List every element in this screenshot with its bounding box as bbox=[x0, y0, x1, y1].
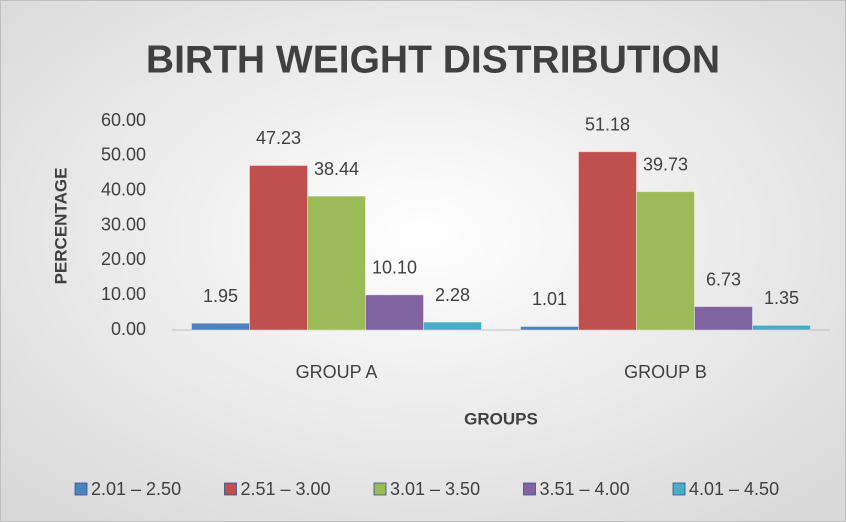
bar bbox=[423, 321, 482, 331]
bar bbox=[249, 164, 308, 331]
bar bbox=[191, 322, 250, 331]
y-tick-label: 40.00 bbox=[101, 179, 146, 199]
data-label: 1.95 bbox=[203, 286, 238, 306]
y-tick-label: 20.00 bbox=[101, 249, 146, 269]
data-label: 39.73 bbox=[643, 154, 688, 174]
data-label: 6.73 bbox=[706, 269, 741, 289]
x-tick-label: GROUP B bbox=[624, 362, 707, 382]
y-tick-label: 30.00 bbox=[101, 214, 146, 234]
data-label: 2.28 bbox=[435, 285, 470, 305]
y-axis-title: PERCENTAGE bbox=[51, 168, 70, 285]
bar bbox=[694, 306, 753, 331]
y-tick-label: 0.00 bbox=[111, 319, 146, 339]
bar bbox=[365, 294, 424, 331]
y-tick-label: 50.00 bbox=[101, 145, 146, 165]
data-label: 51.18 bbox=[585, 114, 630, 134]
legend-swatch bbox=[224, 482, 237, 496]
legend-label: 3.51 – 4.00 bbox=[540, 479, 630, 499]
bar bbox=[307, 195, 366, 331]
bar bbox=[636, 191, 695, 331]
legend-swatch bbox=[523, 482, 536, 496]
data-label: 38.44 bbox=[314, 159, 359, 179]
legend-label: 4.01 – 4.50 bbox=[689, 479, 779, 499]
bar bbox=[752, 324, 811, 331]
x-tick-label: GROUP A bbox=[296, 362, 378, 382]
data-label: 10.10 bbox=[372, 258, 417, 278]
y-tick-label: 10.00 bbox=[101, 284, 146, 304]
y-tick-label: 60.00 bbox=[101, 110, 146, 130]
data-label: 1.35 bbox=[764, 288, 799, 308]
legend-label: 3.01 – 3.50 bbox=[390, 479, 480, 499]
bar bbox=[520, 325, 579, 331]
legend-label: 2.51 – 3.00 bbox=[241, 479, 331, 499]
legend-swatch bbox=[373, 482, 387, 496]
legend-swatch bbox=[74, 482, 88, 496]
bar bbox=[578, 151, 637, 331]
x-axis-title: GROUPS bbox=[464, 409, 538, 428]
data-label: 1.01 bbox=[532, 289, 567, 309]
legend-label: 2.01 – 2.50 bbox=[91, 479, 181, 499]
chart-title: BIRTH WEIGHT DISTRIBUTION bbox=[146, 38, 720, 81]
legend-swatch bbox=[672, 482, 686, 496]
data-label: 47.23 bbox=[256, 128, 301, 148]
